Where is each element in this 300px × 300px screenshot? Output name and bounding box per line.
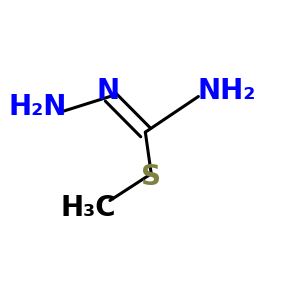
Text: NH₂: NH₂ — [197, 76, 256, 105]
Text: N: N — [97, 76, 120, 105]
Text: H₂N: H₂N — [9, 93, 67, 121]
Text: S: S — [141, 163, 161, 191]
Text: H₃C: H₃C — [60, 194, 116, 222]
